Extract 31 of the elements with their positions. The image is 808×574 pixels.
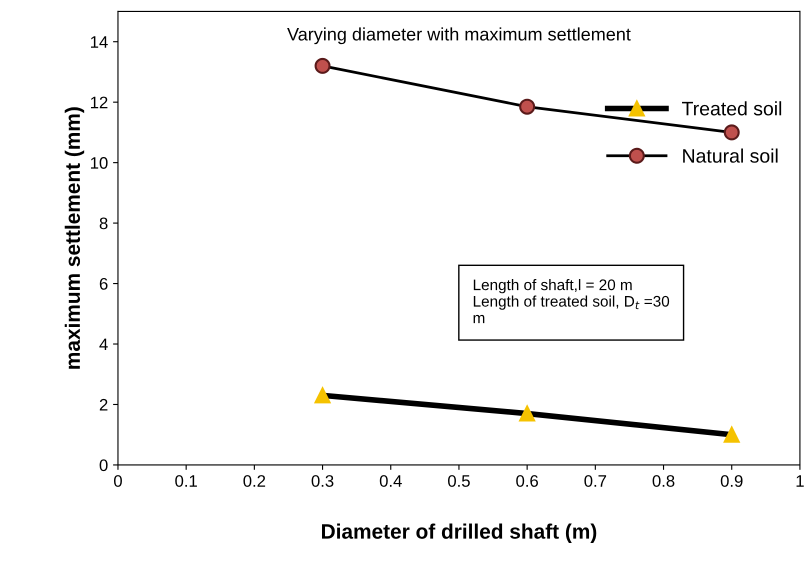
text: Varying diameter with maximum settlement [287,27,631,44]
x-tick-label: 0.4 [380,475,402,487]
legend-label: Treated soil [682,101,782,116]
x-tick-label: 0.3 [312,475,334,487]
x-axis-title: Diameter of drilled shaft (m) [322,524,596,543]
text: Length of shaft,l = 20 m Length of treated soil, D$_{t}$ =30 m [474,279,670,324]
x-tick-label: 0.8 [652,475,674,487]
y-tick-label: 14 [90,36,108,48]
point [314,58,331,74]
y-tick-label: 10 [90,157,108,169]
x-tick-label: 0.7 [584,475,606,487]
y-tick-label: 6 [100,278,108,290]
point [724,426,740,443]
x-tick-label: 0.6 [516,475,538,487]
point [519,98,536,115]
y-tick-label: 12 [90,96,108,108]
x-tick-label: 0 [114,475,122,487]
point [519,406,536,422]
y-tick-label: 8 [100,217,108,230]
legend-label: Natural soil [683,148,778,163]
x-tick-label: 0.9 [720,475,743,487]
x-tick-label: 0.1 [175,475,197,487]
y-tick-label: 0 [100,459,108,472]
x-tick-label: 0.2 [243,475,266,487]
x-tick-label: 0.5 [448,475,470,487]
x-tick-label: 1 [796,475,804,487]
point [314,387,331,404]
y-axis-title: maximum settlement (mm) [64,107,84,369]
y-tick-label: 4 [99,338,108,350]
y-tick-label: 2 [100,398,108,411]
point [724,124,740,140]
